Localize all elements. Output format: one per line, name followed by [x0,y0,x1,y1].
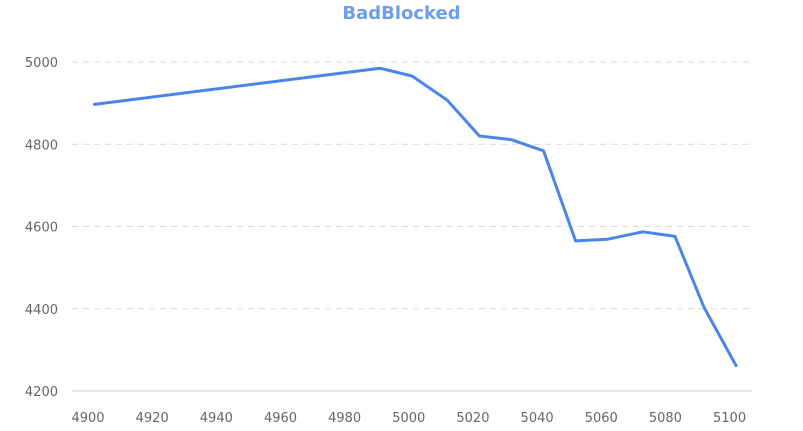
x-tick-label: 4960 [264,411,297,426]
x-tick-label: 5020 [456,411,489,426]
x-tick-label: 5080 [649,411,682,426]
y-tick-label: 4600 [25,221,58,236]
y-tick-label: 4400 [25,303,58,318]
x-tick-label: 4920 [136,411,169,426]
x-tick-label: 5000 [392,411,425,426]
x-tick-label: 5040 [521,411,554,426]
x-tick-label: 4900 [71,411,104,426]
y-tick-label: 5000 [25,56,58,71]
y-tick-label: 4800 [25,138,58,153]
x-tick-label: 4940 [200,411,233,426]
series-line [93,66,738,367]
x-tick-label: 4980 [328,411,361,426]
y-tick-label: 4200 [25,385,58,400]
x-tick-label: 5100 [713,411,746,426]
chart-title: BadBlocked [342,3,461,24]
x-tick-label: 5060 [585,411,618,426]
